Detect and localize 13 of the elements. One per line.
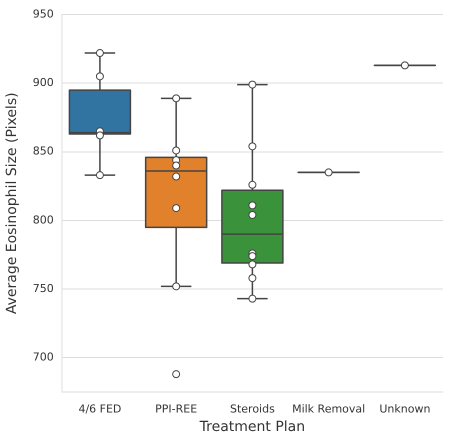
y-tick-label: 750 — [32, 282, 54, 295]
y-tick-label: 700 — [32, 350, 54, 364]
x-tick-label: 4/6 FED — [78, 402, 122, 416]
y-tick-label: 800 — [32, 213, 54, 226]
y-tick-label: 900 — [32, 76, 54, 90]
x-tick-label: PPI-REE — [155, 402, 198, 416]
x-tick-label: Unknown — [379, 402, 430, 416]
x-tick-label: Milk Removal — [292, 402, 366, 416]
y-axis-title: Average Eosinophil Size (Pixels) — [4, 92, 20, 314]
y-tick-label: 950 — [32, 7, 54, 20]
x-axis-title: Treatment Plan — [198, 419, 306, 436]
x-tick-label: Steroids — [230, 402, 276, 416]
y-tick-label: 850 — [32, 144, 54, 158]
